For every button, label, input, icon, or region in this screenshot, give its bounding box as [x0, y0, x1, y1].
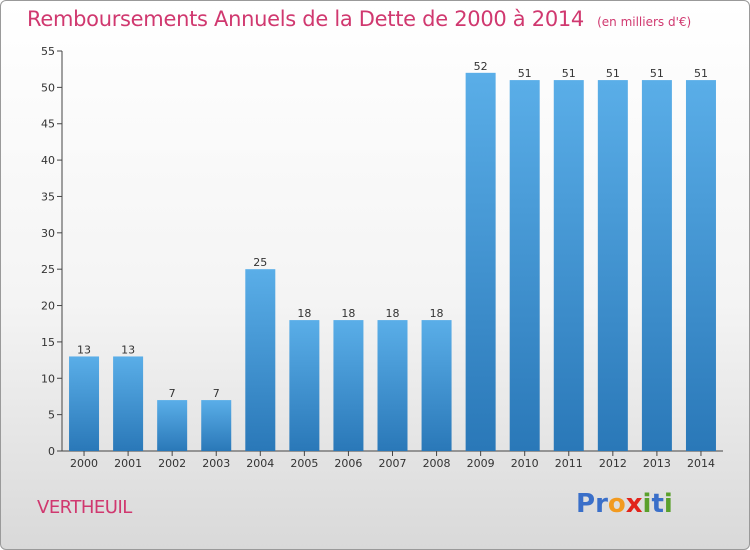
x-tick-label-2004: 2004 — [246, 457, 274, 470]
chart-bars: 13 13 7 7 25 18 18 18 18 52 51 51 51 51 51 — [69, 60, 716, 452]
proxiti-logo: Proxiti — [576, 489, 696, 529]
x-tick-label-2013: 2013 — [643, 457, 671, 470]
value-label-2010: 51 — [518, 67, 532, 80]
logo-letter: i — [663, 489, 673, 519]
y-tick-label: 40 — [41, 154, 55, 167]
value-label-2014: 51 — [694, 67, 708, 80]
chart-subtitle: (en milliers d'€) — [597, 15, 692, 29]
logo-letter: i — [642, 489, 652, 519]
bar-2010 — [509, 80, 540, 451]
commune-name: VERTHEUIL — [37, 497, 132, 518]
bar-2004 — [245, 269, 276, 451]
bar-2008 — [421, 320, 452, 451]
bar-2013 — [641, 80, 672, 451]
y-tick-label: 25 — [41, 263, 55, 276]
bar-2002 — [157, 400, 188, 451]
logo-letter: r — [595, 489, 608, 519]
y-tick-label: 35 — [41, 190, 55, 203]
y-tick-label: 15 — [41, 336, 55, 349]
x-tick-label-2005: 2005 — [290, 457, 318, 470]
y-tick-label: 20 — [41, 300, 55, 313]
x-tick-label-2000: 2000 — [70, 457, 98, 470]
value-label-2000: 13 — [77, 343, 91, 356]
value-label-2013: 51 — [650, 67, 664, 80]
value-label-2003: 7 — [213, 387, 220, 400]
chart-axes: 0 5 10 15 20 25 30 35 40 45 50 55 2000 2001 2002 2003 20… — [41, 45, 723, 470]
bar-2014 — [685, 80, 716, 451]
value-label-2005: 18 — [297, 307, 311, 320]
bar-2007 — [377, 320, 408, 451]
value-label-2008: 18 — [430, 307, 444, 320]
y-tick-label: 30 — [41, 227, 55, 240]
value-label-2007: 18 — [386, 307, 400, 320]
x-tick-label-2002: 2002 — [158, 457, 186, 470]
y-tick-label: 10 — [41, 372, 55, 385]
x-tick-label-2006: 2006 — [334, 457, 362, 470]
x-tick-label-2014: 2014 — [687, 457, 715, 470]
x-tick-label-2003: 2003 — [202, 457, 230, 470]
x-tick-label-2007: 2007 — [379, 457, 407, 470]
bar-2009 — [465, 72, 496, 452]
bar-2003 — [201, 400, 232, 451]
bar-2011 — [553, 80, 584, 451]
value-label-2006: 18 — [341, 307, 355, 320]
x-tick-label-2001: 2001 — [114, 457, 142, 470]
y-tick-label: 5 — [48, 409, 55, 422]
bar-2001 — [113, 356, 144, 451]
chart-title: Remboursements Annuels de la Dette de 20… — [27, 7, 584, 31]
logo-letter: t — [651, 489, 664, 519]
y-tick-label: 45 — [41, 118, 55, 131]
logo-letter: x — [625, 489, 643, 519]
x-tick-label-2012: 2012 — [599, 457, 627, 470]
logo-letter: P — [576, 489, 596, 519]
y-tick-label: 50 — [41, 81, 55, 94]
value-label-2011: 51 — [562, 67, 576, 80]
bar-2005 — [289, 320, 320, 451]
bar-2012 — [597, 80, 628, 451]
chart-title-row: Remboursements Annuels de la Dette de 20… — [27, 7, 691, 31]
y-tick-label: 55 — [41, 45, 55, 58]
logo-letter: o — [607, 489, 626, 519]
value-label-2002: 7 — [169, 387, 176, 400]
value-label-2001: 13 — [121, 343, 135, 356]
y-tick-label: 0 — [48, 445, 55, 458]
x-tick-label-2008: 2008 — [423, 457, 451, 470]
bar-2000 — [69, 356, 100, 451]
value-label-2012: 51 — [606, 67, 620, 80]
x-tick-label-2009: 2009 — [467, 457, 495, 470]
x-tick-label-2011: 2011 — [555, 457, 583, 470]
bar-2006 — [333, 320, 364, 451]
value-label-2009: 52 — [474, 60, 488, 73]
value-label-2004: 25 — [253, 256, 267, 269]
x-tick-label-2010: 2010 — [511, 457, 539, 470]
